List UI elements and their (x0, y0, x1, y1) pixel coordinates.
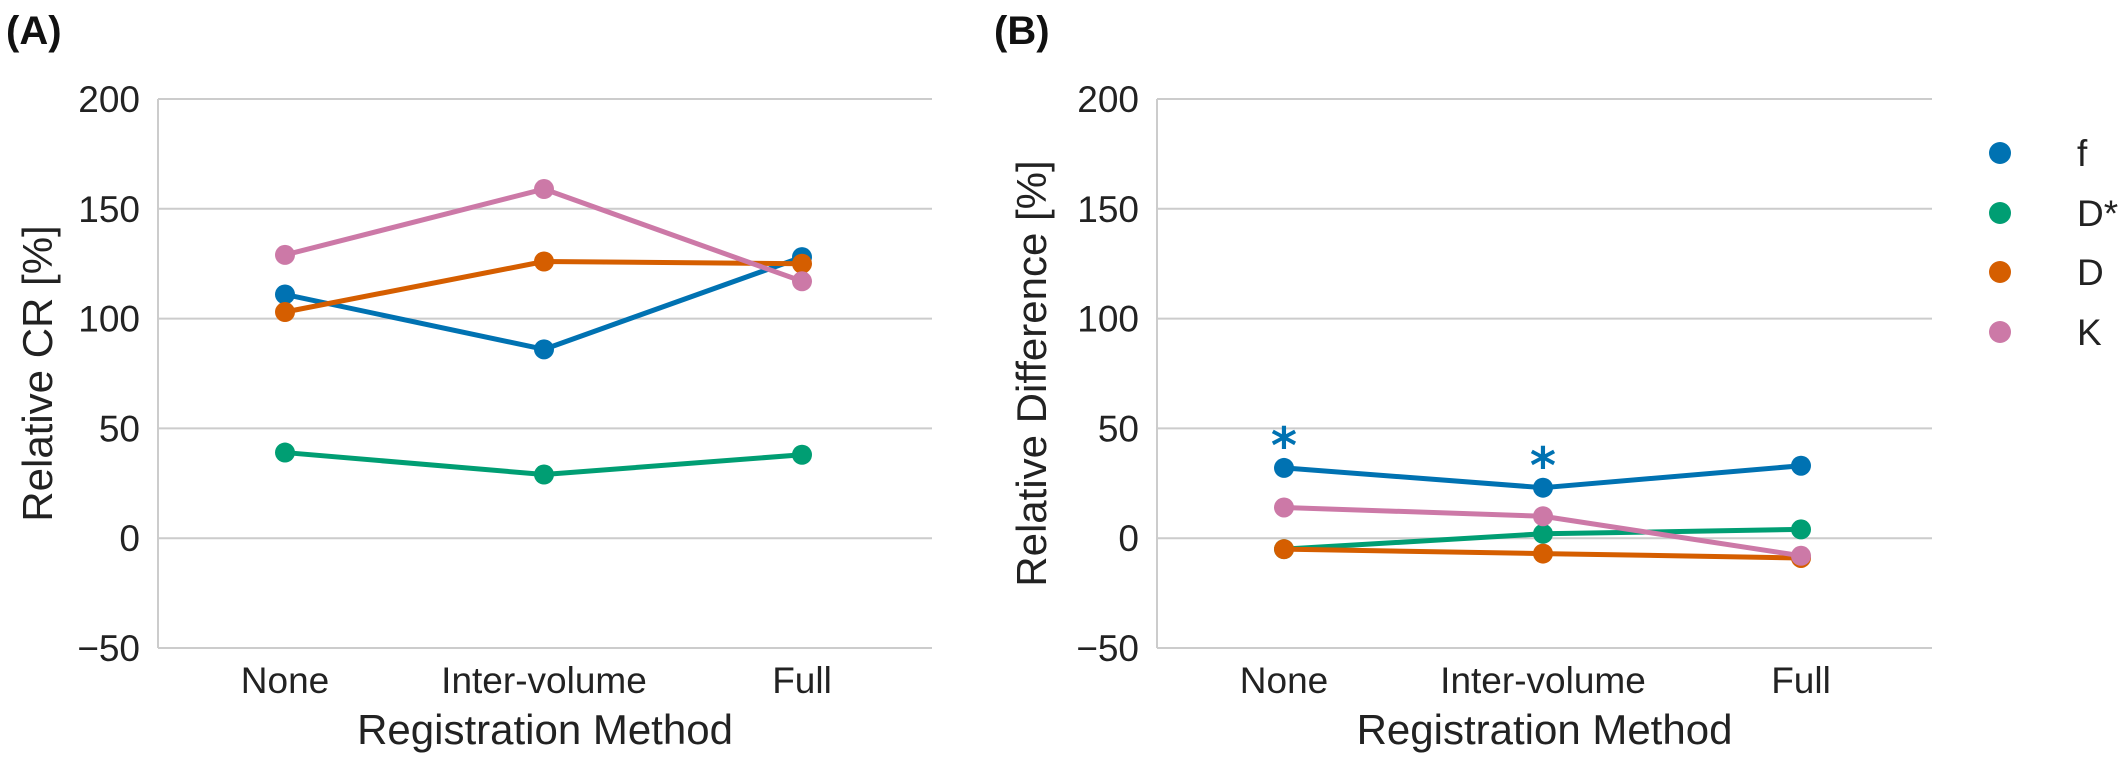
data-point (275, 442, 295, 463)
data-point (1274, 539, 1294, 560)
data-point (275, 284, 295, 305)
y-tick-label: −50 (77, 628, 140, 669)
data-point (1791, 545, 1811, 566)
y-tick-label: 200 (1077, 79, 1139, 120)
x-axis-label: Registration Method (1357, 706, 1733, 753)
x-tick-label: None (1240, 660, 1328, 701)
x-tick-label: Full (772, 660, 832, 701)
series-f (275, 247, 812, 360)
data-point (1791, 519, 1811, 540)
y-tick-label: 0 (119, 518, 140, 559)
x-tick-label: None (241, 660, 329, 701)
y-tick-label: 50 (1098, 408, 1139, 449)
data-point (275, 244, 295, 265)
data-point (792, 271, 812, 292)
panel-a: (A) −50 0 50 100 150 200 None Inter-volume Full Re… (6, 9, 932, 753)
data-point (534, 339, 554, 360)
legend-label: K (2077, 312, 2102, 353)
x-tick-label: Inter-volume (441, 660, 647, 701)
panel-label: (A) (6, 9, 62, 53)
x-tick-label: Inter-volume (1440, 660, 1646, 701)
y-tick-label: 100 (1077, 299, 1139, 340)
x-tick-label: Full (1771, 660, 1831, 701)
y-tick-label: 150 (1077, 189, 1139, 230)
series-d (275, 251, 812, 323)
series-k (1274, 497, 1811, 566)
series-f (1274, 455, 1811, 498)
data-point (1533, 523, 1553, 544)
y-tick-label: 0 (1118, 518, 1139, 559)
data-point (534, 251, 554, 272)
data-point (534, 179, 554, 200)
significance-star: * (1271, 417, 1297, 475)
legend-entry: D* (1989, 193, 2118, 234)
y-axis-label: Relative Difference [%] (1008, 160, 1055, 586)
legend-label: D* (2077, 193, 2118, 234)
legend-entry: K (1989, 312, 2102, 353)
data-point (792, 444, 812, 465)
panel-b: (B) −50 0 50 100 150 200 None Inter-volume Full Re… (994, 9, 1932, 753)
y-tick-label: 200 (78, 79, 140, 120)
x-axis-label: Registration Method (357, 706, 733, 753)
significance-star: * (1530, 437, 1556, 495)
data-point (1274, 497, 1294, 518)
legend: f D* DK (1989, 133, 2118, 353)
legend-marker (1989, 261, 2011, 283)
y-tick-label: 150 (78, 189, 140, 230)
data-point (1533, 477, 1553, 498)
legend-marker (1989, 202, 2011, 224)
data-point (275, 302, 295, 323)
legend-label: D (2077, 252, 2104, 293)
legend-marker (1989, 142, 2011, 164)
legend-label: f (2077, 133, 2088, 174)
data-point (792, 253, 812, 274)
data-point (1791, 455, 1811, 476)
y-axis-label: Relative CR [%] (14, 225, 61, 521)
legend-marker (1989, 321, 2011, 343)
y-tick-label: 50 (99, 408, 140, 449)
y-tick-label: 100 (78, 299, 140, 340)
legend-entry: D (1989, 252, 2104, 293)
panel-label: (B) (994, 9, 1050, 53)
series-k (275, 179, 812, 292)
data-point (1274, 457, 1294, 478)
data-point (534, 464, 554, 485)
data-point (1533, 543, 1553, 564)
series-dstar (275, 442, 812, 485)
legend-entry: f (1989, 133, 2088, 174)
y-tick-label: −50 (1076, 628, 1139, 669)
data-point (1533, 506, 1553, 527)
